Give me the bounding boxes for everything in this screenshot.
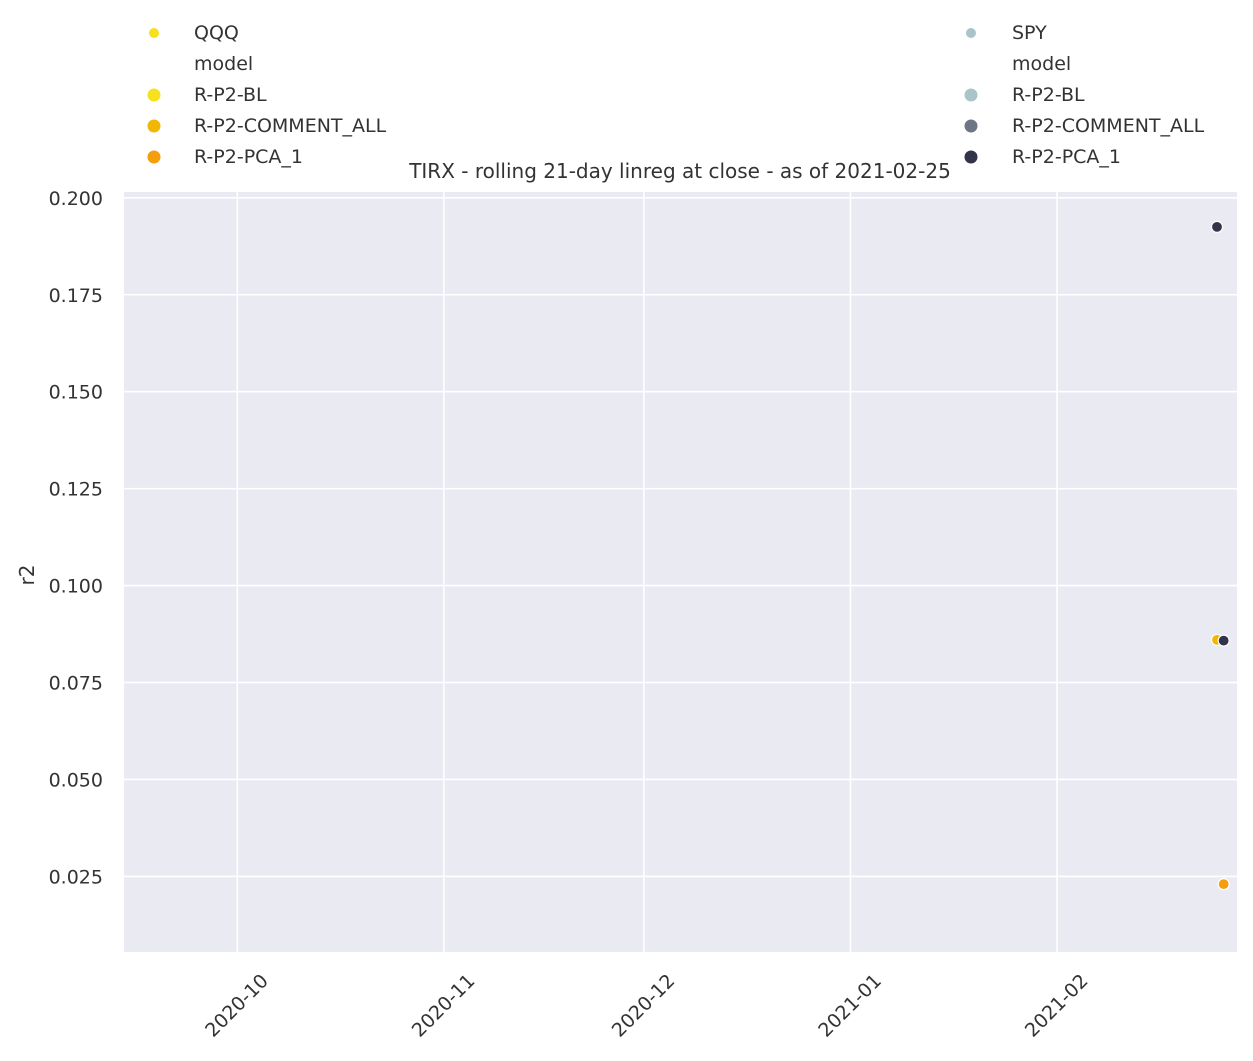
legend-marker bbox=[149, 28, 159, 38]
legend-marker bbox=[147, 88, 161, 102]
legend-label: R-P2-BL bbox=[194, 84, 267, 106]
legend-marker bbox=[147, 119, 161, 133]
y-axis-label: r2 bbox=[15, 565, 39, 586]
legend-spy: SPY model R-P2-BL R-P2-COMMENT_ALL R-P2-PCA_… bbox=[964, 22, 1205, 168]
legend-label: R-P2-PCA_1 bbox=[1012, 146, 1121, 168]
y-axis-ticks: 0.025 0.050 0.075 0.100 0.125 0.150 0.175 0.200 bbox=[49, 188, 103, 889]
legend-label: R-P2-PCA_1 bbox=[194, 146, 303, 168]
legend-marker bbox=[964, 150, 978, 164]
x-tick-label: 2020-10 bbox=[201, 970, 273, 1042]
legend-qqq: QQQ model R-P2-BL R-P2-COMMENT_ALL R-P2-PCA_… bbox=[147, 22, 387, 168]
x-tick-label: 2020-12 bbox=[608, 970, 680, 1042]
legend-label: model bbox=[1012, 53, 1071, 75]
legend-marker bbox=[147, 150, 161, 164]
scatter-point bbox=[1217, 878, 1230, 891]
plot-area bbox=[124, 192, 1237, 952]
legend-label: QQQ bbox=[194, 22, 239, 44]
y-tick-label: 0.150 bbox=[49, 382, 103, 404]
chart-title: TIRX - rolling 21-day linreg at close - … bbox=[408, 159, 951, 183]
x-tick-label: 2021-02 bbox=[1021, 970, 1093, 1042]
legend-marker bbox=[966, 28, 976, 38]
x-tick-label: 2020-11 bbox=[408, 970, 480, 1042]
y-tick-label: 0.175 bbox=[49, 285, 103, 307]
legend-label: model bbox=[194, 53, 253, 75]
y-tick-label: 0.125 bbox=[49, 479, 103, 501]
legend-marker bbox=[964, 88, 978, 102]
legend-label: R-P2-COMMENT_ALL bbox=[1012, 115, 1205, 137]
x-axis-ticks: 2020-10 2020-11 2020-12 2021-01 2021-02 bbox=[201, 970, 1092, 1042]
y-tick-label: 0.200 bbox=[49, 188, 103, 210]
scatter-points bbox=[1210, 220, 1230, 891]
y-tick-label: 0.025 bbox=[49, 866, 103, 888]
y-tick-label: 0.075 bbox=[49, 673, 103, 695]
scatter-point bbox=[1210, 220, 1224, 233]
scatter-point bbox=[1217, 634, 1230, 647]
legend-label: R-P2-COMMENT_ALL bbox=[194, 115, 387, 137]
legend-marker bbox=[964, 119, 978, 133]
grid bbox=[124, 192, 1237, 952]
legend-label: R-P2-BL bbox=[1012, 84, 1085, 106]
x-tick-label: 2021-01 bbox=[814, 970, 886, 1042]
y-tick-label: 0.050 bbox=[49, 769, 103, 791]
legend-label: SPY bbox=[1012, 22, 1047, 44]
y-tick-label: 0.100 bbox=[49, 576, 103, 598]
